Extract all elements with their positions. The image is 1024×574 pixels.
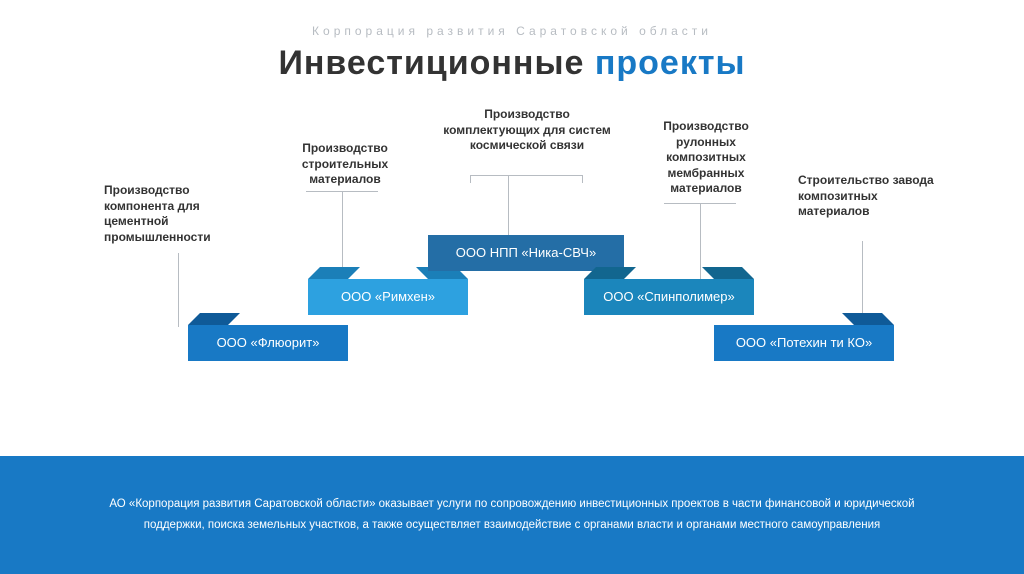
footer-text: АО «Корпорация развития Саратовской обла… <box>80 494 944 535</box>
connector-line <box>700 203 701 281</box>
stair-fold-right <box>702 267 754 279</box>
diagram-label: Строительство завода композитных материа… <box>798 173 938 220</box>
diagram-label: Производство строительных материалов <box>280 141 410 188</box>
header-subtitle: Корпорация развития Саратовской области <box>0 24 1024 38</box>
stair-step: ООО «Потехин ти КО» <box>714 325 894 361</box>
diagram-label: Производство компонента для цементной пр… <box>104 183 254 245</box>
connector-line <box>664 203 736 204</box>
header: Корпорация развития Саратовской области … <box>0 0 1024 83</box>
stair-step: ООО «Флюорит» <box>188 325 348 361</box>
diagram-label: Производство комплектующих для систем ко… <box>442 107 612 154</box>
stair-fold-left <box>308 267 360 279</box>
connector-line <box>178 253 179 327</box>
stair-step: ООО «Римхен» <box>308 279 468 315</box>
connector-line <box>470 175 582 176</box>
stair-fold-left <box>188 313 240 325</box>
stair-fold-right <box>842 313 894 325</box>
title-part1: Инвестиционные <box>278 44 584 82</box>
connector-line <box>508 175 509 237</box>
stair-step: ООО НПП «Ника-СВЧ» <box>428 235 624 271</box>
title-part2: проекты <box>595 44 746 82</box>
stair-step-box: ООО «Спинполимер» <box>584 279 754 315</box>
stair-step: ООО «Спинполимер» <box>584 279 754 315</box>
connector-line <box>306 191 378 192</box>
connector-line <box>470 175 471 183</box>
stair-diagram: Производство компонента для цементной пр… <box>0 93 1024 433</box>
stair-step-box: ООО «Флюорит» <box>188 325 348 361</box>
footer-band: АО «Корпорация развития Саратовской обла… <box>0 456 1024 574</box>
page-title: Инвестиционные проекты <box>0 44 1024 83</box>
diagram-label: Производство рулонных композитных мембра… <box>636 119 776 197</box>
stair-step-box: ООО НПП «Ника-СВЧ» <box>428 235 624 271</box>
connector-line <box>582 175 583 183</box>
stair-step-box: ООО «Потехин ти КО» <box>714 325 894 361</box>
stair-step-box: ООО «Римхен» <box>308 279 468 315</box>
